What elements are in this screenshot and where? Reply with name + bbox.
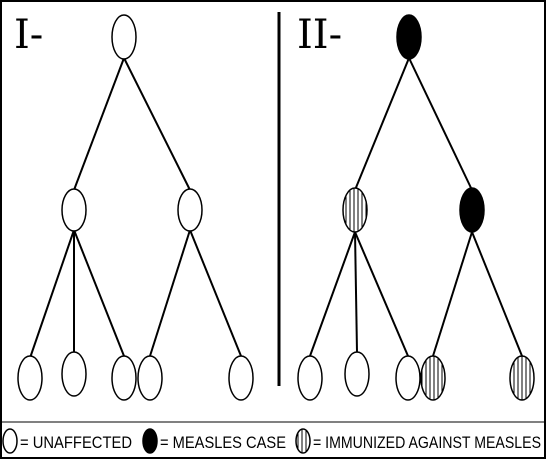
left-grandchild3-unaffected-node xyxy=(111,355,137,401)
left-grandchild5-unaffected-node xyxy=(228,355,254,401)
right-tree-edges xyxy=(309,57,523,357)
panel-label-right: II- xyxy=(297,12,342,58)
legend-unaffected-symbol xyxy=(2,428,18,454)
left-grandchild1-unaffected-node xyxy=(17,355,43,401)
legend-immunized-symbol xyxy=(295,428,311,454)
right-grandchild4-immunized-node xyxy=(420,355,446,401)
left-tree-edges xyxy=(29,57,242,359)
left-grandchild2-unaffected-node xyxy=(61,351,87,397)
right-grandchild2-unaffected-node xyxy=(344,351,370,397)
right-root-measles-node xyxy=(396,14,422,60)
right-grandchild1-unaffected-node xyxy=(297,355,323,401)
legend: = UNAFFECTED = MEASLES CASE = IMMUNIZED … xyxy=(2,428,541,454)
right-child1-immunized-node xyxy=(342,187,368,233)
panel-label-left: I- xyxy=(14,12,43,58)
right-child2-measles-node xyxy=(459,187,485,233)
left-child2-unaffected-node xyxy=(177,188,203,232)
legend-immunized-label: = IMMUNIZED AGAINST MEASLES xyxy=(313,433,541,452)
right-grandchild3-unaffected-node xyxy=(395,355,421,401)
legend-measles-label: = MEASLES CASE xyxy=(160,433,286,452)
left-child1-unaffected-node xyxy=(61,188,87,232)
right-grandchild5-immunized-node xyxy=(509,355,535,401)
left-root-unaffected-node xyxy=(111,14,137,60)
legend-measles-symbol xyxy=(142,428,158,454)
left-grandchild4-unaffected-node xyxy=(137,355,163,401)
legend-unaffected-label: = UNAFFECTED xyxy=(20,433,132,452)
